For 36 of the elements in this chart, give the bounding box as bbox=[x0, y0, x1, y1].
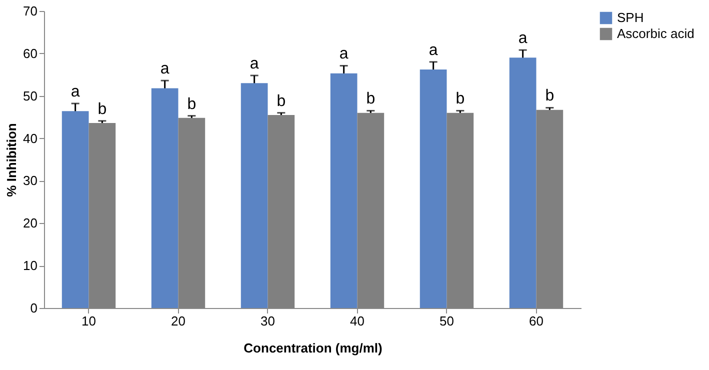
legend-label: Ascorbic acid bbox=[617, 26, 694, 41]
y-tick-label: 50 bbox=[23, 88, 38, 104]
data-label: a bbox=[518, 30, 528, 48]
x-tick-label: 50 bbox=[440, 314, 454, 328]
bar bbox=[240, 83, 268, 308]
data-label: a bbox=[70, 83, 80, 100]
x-axis-title: Concentration (mg/ml) bbox=[244, 340, 382, 356]
y-tick-label: 30 bbox=[23, 173, 38, 188]
x-tick-label: 30 bbox=[260, 314, 275, 328]
bar bbox=[62, 111, 89, 308]
bar bbox=[509, 58, 536, 308]
data-label: b bbox=[98, 100, 107, 118]
data-label: b bbox=[456, 90, 465, 108]
data-label: a bbox=[428, 42, 438, 59]
data-label: a bbox=[250, 55, 259, 72]
y-tick-label: 60 bbox=[23, 46, 38, 61]
bar bbox=[420, 70, 447, 308]
y-tick-label: 0 bbox=[30, 300, 38, 316]
data-label: a bbox=[339, 46, 348, 63]
x-tick-label: 20 bbox=[171, 314, 186, 328]
y-tick-label: 40 bbox=[23, 130, 38, 146]
data-label: b bbox=[366, 90, 376, 108]
legend-label: SPH bbox=[617, 10, 644, 25]
x-tick-label: 40 bbox=[350, 314, 364, 328]
bar bbox=[151, 88, 178, 308]
y-axis-title: % Inhibition bbox=[4, 123, 20, 197]
data-label: b bbox=[187, 96, 196, 113]
bar bbox=[330, 73, 358, 308]
data-label: b bbox=[276, 92, 286, 110]
data-label: a bbox=[160, 60, 170, 78]
x-tick-label: 60 bbox=[529, 314, 544, 328]
y-tick-label: 20 bbox=[23, 216, 38, 231]
data-label: b bbox=[545, 88, 554, 105]
x-tick-label: 10 bbox=[82, 314, 96, 328]
y-tick-label: 70 bbox=[23, 4, 38, 18]
y-tick-label: 10 bbox=[23, 258, 38, 274]
